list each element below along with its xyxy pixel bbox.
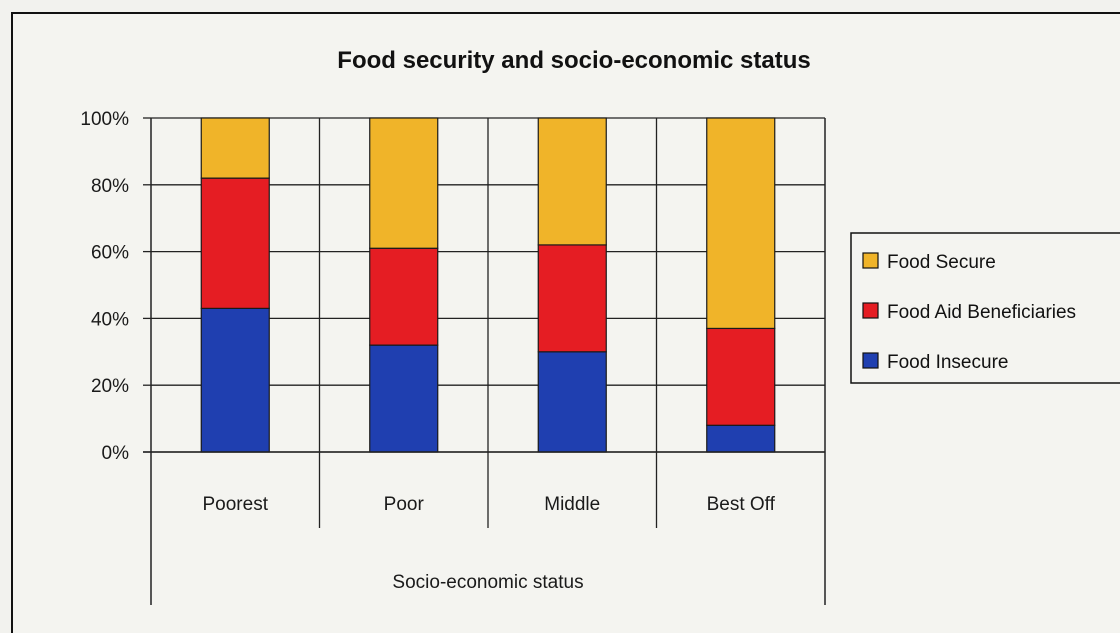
y-tick-label: 80% <box>91 176 129 197</box>
bar-food-secure <box>537 117 607 246</box>
legend: Food Secure Food Aid Beneficiaries Food In… <box>850 232 1120 384</box>
y-tick-label: 40% <box>91 309 129 330</box>
y-tick-label: 20% <box>91 376 129 397</box>
bar-food-secure <box>200 117 270 179</box>
legend-swatch <box>862 302 879 319</box>
bar-food-insecure <box>200 307 270 453</box>
legend-label: Food Aid Beneficiaries <box>887 302 1076 323</box>
legend-swatch <box>862 252 879 269</box>
chart-title: Food security and socio-economic status <box>337 47 810 74</box>
plot-area: 0% 20% 40% 60% 80% 100% Poorest Poor Middle Best … <box>80 109 826 605</box>
bar-food-aid-beneficiaries <box>369 247 439 346</box>
y-tick-label: 0% <box>102 443 130 464</box>
x-category-label: Poorest <box>203 494 269 515</box>
bar-food-aid-beneficiaries <box>200 177 270 309</box>
bar-food-insecure <box>706 424 776 453</box>
y-tick-label: 100% <box>80 109 129 130</box>
legend-label: Food Insecure <box>887 352 1008 373</box>
bar-food-insecure <box>369 344 439 453</box>
bar-food-secure <box>369 117 439 249</box>
bar-food-aid-beneficiaries <box>706 327 776 426</box>
bar-food-insecure <box>537 351 607 453</box>
bar-food-aid-beneficiaries <box>537 244 607 353</box>
y-tick-label: 60% <box>91 243 129 264</box>
x-category-label: Best Off <box>707 494 776 515</box>
x-axis-title: Socio-economic status <box>392 572 583 593</box>
bar-food-secure <box>706 117 776 330</box>
legend-label: Food Secure <box>887 252 996 273</box>
x-category-label: Poor <box>384 494 425 515</box>
x-category-label: Middle <box>544 494 600 515</box>
legend-box <box>850 232 1120 384</box>
legend-swatch <box>862 352 879 369</box>
